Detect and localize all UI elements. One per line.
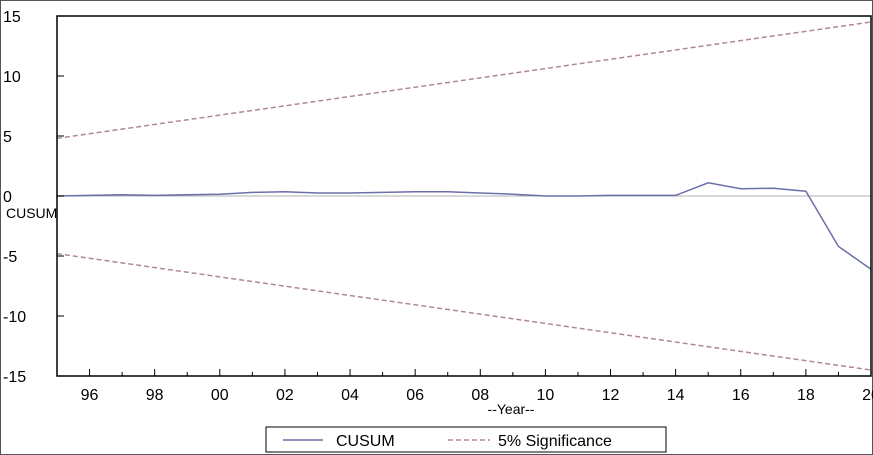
y-tick-label-6: -15	[3, 369, 26, 386]
significance-bound-line-2	[56, 252, 872, 371]
legend: CUSUM 5% Significance	[265, 426, 667, 453]
y-tick-label-4: -5	[3, 249, 17, 266]
x-tick-label-5: 06	[406, 387, 424, 404]
significance-bound-line-1	[56, 21, 872, 140]
x-tick-label-4: 04	[341, 387, 359, 404]
x-tick-label-10: 16	[732, 387, 750, 404]
x-tick-label-1: 98	[146, 387, 164, 404]
series-layer	[56, 21, 872, 371]
y-tick-label-1: 10	[3, 69, 21, 86]
legend-cusum-label: CUSUM	[336, 433, 395, 450]
x-tick-label-11: 18	[797, 387, 815, 404]
x-tick-label-12: 20	[862, 387, 873, 404]
x-tick-label-2: 00	[211, 387, 229, 404]
y-tick-label-3: 0	[3, 189, 12, 206]
x-tick-label-9: 14	[667, 387, 685, 404]
x-tick-label-8: 12	[602, 387, 620, 404]
y-tick-label-0: 15	[3, 9, 21, 26]
y-tick-label-2: 5	[3, 129, 12, 146]
x-axis-label: --Year--	[488, 401, 535, 417]
x-tick-label-6: 08	[471, 387, 489, 404]
x-tick-label-3: 02	[276, 387, 294, 404]
cusum-line-0	[56, 182, 872, 270]
x-tick-label-0: 96	[81, 387, 99, 404]
y-axis-label: CUSUM	[6, 205, 57, 221]
y-tick-label-5: -10	[3, 309, 26, 326]
legend-significance-label: 5% Significance	[498, 433, 612, 450]
axes: 15 10 5 0 -5 -10 -15 96 98 00 02 04 06 08 10 12 14 16 18 20	[3, 9, 873, 404]
x-tick-label-7: 10	[537, 387, 555, 404]
